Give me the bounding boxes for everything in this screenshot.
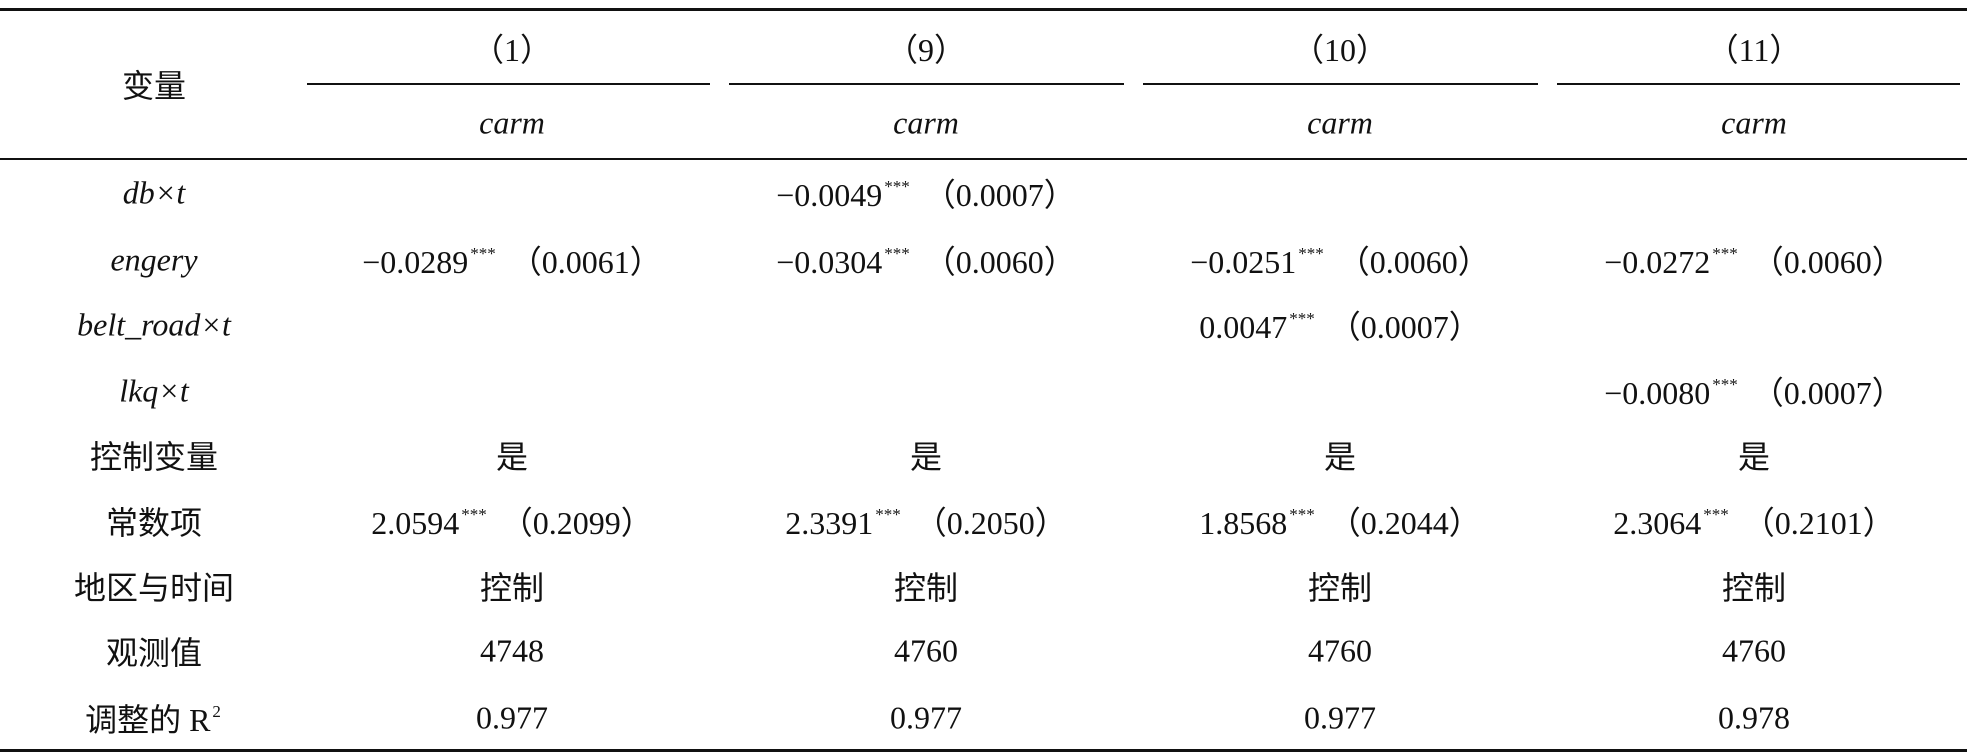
significance: *** [1289,505,1315,524]
cell: 控制 [893,570,959,606]
cell: 控制 [479,570,545,606]
column-rule [1143,83,1538,85]
cell: 控制 [1307,570,1373,606]
std-error: （0.2050） [914,505,1067,541]
coefficient: −0.0289 [362,244,469,280]
coefficient: 1.8568 [1199,505,1288,541]
cell: 4760 [1308,632,1372,669]
significance: *** [1703,505,1729,524]
cell: 2.0594 *** （0.2099） [371,498,653,544]
cell: −0.0304 *** （0.0060） [776,237,1076,283]
cell: 是 [909,439,943,475]
std-error: （0.0007） [923,177,1076,213]
top-rule [0,8,1967,11]
row-label-text: belt_road×t [77,306,231,343]
row-label: 地区与时间 [74,563,234,609]
cell: 控制 [1721,570,1787,606]
std-error: （0.2044） [1328,505,1481,541]
column-header: （11） [1706,32,1802,68]
std-error: （0.0061） [509,244,662,280]
column-rule [307,83,710,85]
corner-label: 变量 [121,68,187,104]
std-error: （0.2101） [1742,505,1895,541]
row-label: lkq×t [119,373,189,410]
std-error: （0.0007） [1328,309,1481,345]
cell: 0.978 [1718,699,1790,736]
coefficient: −0.0080 [1604,375,1711,411]
cell: 4748 [480,632,544,669]
row-label: belt_road×t [77,307,231,344]
coefficient: −0.0272 [1604,244,1711,280]
std-error: （0.0060） [1751,244,1904,280]
significance: *** [1712,375,1738,394]
cell: 4760 [894,632,958,669]
cell: 1.8568 *** （0.2044） [1199,498,1481,544]
std-error: （0.0007） [1751,375,1904,411]
row-label-text: 地区与时间 [73,570,235,606]
row-label-text: 控制变量 [89,439,219,475]
std-error: （0.2099） [500,505,653,541]
bottom-rule [0,749,1967,752]
coefficient: −0.0251 [1190,244,1297,280]
column-header: （9） [885,32,967,68]
std-error: （0.0060） [1337,244,1490,280]
cell: 0.977 [476,699,548,736]
coefficient: −0.0049 [776,177,883,213]
row-label-text: engery [110,241,198,278]
column-rule [729,83,1124,85]
coefficient: 2.3391 [785,505,874,541]
row-label: engery [110,242,197,279]
coefficient: 0.0047 [1199,309,1288,345]
cell: 是 [1323,439,1357,475]
cell: −0.0289 *** （0.0061） [362,237,662,283]
coefficient: 2.3064 [1613,505,1702,541]
row-label: db×t [123,175,185,212]
cell: 是 [495,439,529,475]
row-label-text: 常数项 [105,505,203,541]
cell: 0.0047 *** （0.0007） [1199,302,1481,348]
row-label-text: db×t [122,174,186,211]
coefficient: 2.0594 [371,505,460,541]
cell: 0.977 [890,699,962,736]
cell: 是 [1737,439,1771,475]
cell: −0.0080 *** （0.0007） [1604,368,1904,414]
column-subheader: carm [1721,104,1787,141]
column-header: （10） [1291,32,1389,68]
header-rule [0,158,1967,160]
cell: 4760 [1722,632,1786,669]
column-subheader: carm [893,104,959,141]
significance: *** [1712,244,1738,263]
significance: *** [470,244,496,263]
column-rule [1557,83,1960,85]
significance: *** [1298,244,1324,263]
cell: 2.3391 *** （0.2050） [785,498,1067,544]
significance: *** [461,505,487,524]
row-label: 观测值 [106,628,202,674]
std-error: （0.0060） [923,244,1076,280]
column-subheader: carm [479,104,545,141]
row-label: 常数项 [106,498,202,544]
column-subheader: carm [1307,104,1373,141]
significance: *** [884,244,910,263]
cell: −0.0049 *** （0.0007） [776,170,1076,216]
cell: 0.977 [1304,699,1376,736]
row-label-sup: 2 [212,702,221,721]
column-header: （1） [471,32,553,68]
significance: *** [875,505,901,524]
significance: *** [884,177,910,196]
row-label-text: 调整的 R [85,702,211,738]
row-label-text: 观测值 [105,635,203,671]
cell: −0.0272 *** （0.0060） [1604,237,1904,283]
coefficient: −0.0304 [776,244,883,280]
significance: *** [1289,309,1315,328]
cell: 2.3064 *** （0.2101） [1613,498,1895,544]
row-label-text: lkq×t [119,372,189,409]
row-label: 控制变量 [90,432,218,478]
cell: −0.0251 *** （0.0060） [1190,237,1490,283]
